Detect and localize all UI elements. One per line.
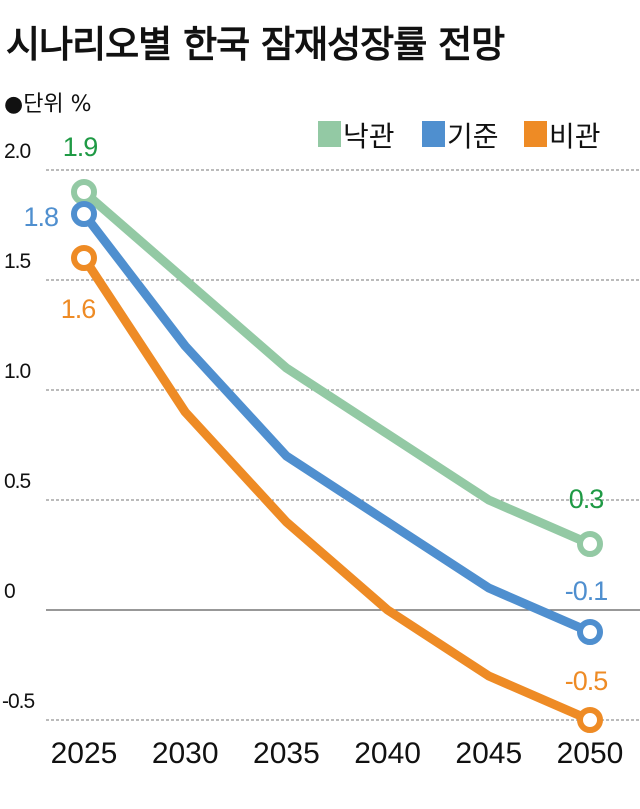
x-tick-label: 2050 — [557, 737, 624, 770]
y-tick-label: 0 — [4, 580, 15, 603]
data-point — [577, 707, 603, 733]
y-tick-label: 1.5 — [4, 250, 31, 273]
unit-label: ●단위 % — [4, 92, 92, 117]
y-tick-label: 2.0 — [4, 140, 31, 163]
legend-swatch — [422, 121, 445, 147]
series-line — [80, 255, 592, 725]
series-line — [81, 188, 592, 549]
y-tick-label: -0.5 — [2, 690, 35, 713]
data-point — [577, 619, 603, 645]
x-tick-label: 2030 — [152, 737, 219, 770]
legend-swatch — [318, 121, 341, 147]
data-point — [71, 245, 97, 271]
data-label: 1.6 — [61, 294, 96, 324]
legend-label: 비관 — [549, 120, 601, 153]
series-line — [80, 211, 592, 637]
data-label: 1.8 — [23, 202, 58, 232]
data-point — [71, 179, 97, 205]
y-tick-label: 1.0 — [4, 360, 31, 383]
x-tick-label: 2045 — [455, 737, 522, 770]
chart-title: 시나리오별 한국 잠재성장률 전망 — [6, 23, 505, 66]
legend-swatch — [524, 121, 547, 147]
x-tick-label: 2040 — [354, 737, 421, 770]
legend-label: 낙관 — [343, 120, 395, 153]
data-label: 1.9 — [63, 132, 98, 162]
legend-label: 기준 — [447, 120, 499, 153]
data-label: -0.1 — [565, 576, 608, 606]
y-tick-label: 0.5 — [4, 470, 31, 493]
data-point — [71, 201, 97, 227]
data-label: -0.5 — [565, 666, 608, 696]
x-tick-label: 2035 — [253, 737, 320, 770]
data-point — [577, 531, 603, 557]
data-label: 0.3 — [569, 484, 604, 514]
x-tick-label: 2025 — [51, 737, 118, 770]
